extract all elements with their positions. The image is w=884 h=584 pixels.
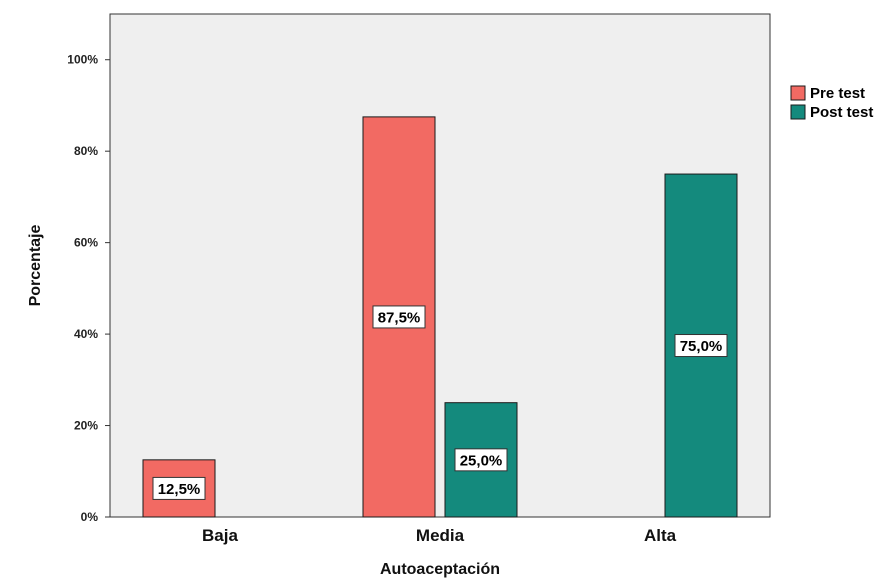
x-tick-label: Alta	[644, 526, 677, 545]
svg-text:12,5%: 12,5%	[158, 481, 201, 498]
y-tick-label: 20%	[74, 419, 98, 433]
x-axis-title: Autoaceptación	[380, 561, 500, 578]
legend: Pre test Post test	[790, 85, 873, 121]
svg-text:25,0%: 25,0%	[460, 452, 503, 469]
data-label: 87,5%	[372, 305, 426, 329]
x-tick-label: Media	[416, 526, 465, 545]
legend-item: Pre test	[790, 85, 865, 102]
legend-label: Post test	[810, 104, 873, 121]
svg-text:87,5%: 87,5%	[378, 309, 421, 326]
y-axis-title: Porcentaje	[27, 224, 44, 306]
data-label: 75,0%	[674, 334, 728, 358]
y-tick-label: 60%	[74, 236, 98, 250]
svg-text:75,0%: 75,0%	[680, 338, 723, 355]
data-label: 25,0%	[454, 448, 508, 472]
y-tick-label: 40%	[74, 327, 98, 341]
data-label: 12,5%	[152, 476, 206, 500]
x-tick-label: Baja	[202, 526, 238, 545]
legend-swatch	[790, 85, 806, 101]
y-tick-label: 0%	[81, 510, 99, 524]
axes-layer: 0% 20% 40% 60% 80% 100% Baja Media Alta	[67, 53, 676, 545]
legend-item: Post test	[790, 104, 873, 121]
plot-area	[109, 13, 771, 518]
legend-swatch	[790, 104, 806, 120]
legend-label: Pre test	[810, 85, 865, 102]
y-tick-label: 80%	[74, 144, 98, 158]
data-labels-layer: 12,5% 87,5% 25,0% 75,0%	[152, 305, 728, 500]
y-tick-label: 100%	[67, 53, 98, 67]
